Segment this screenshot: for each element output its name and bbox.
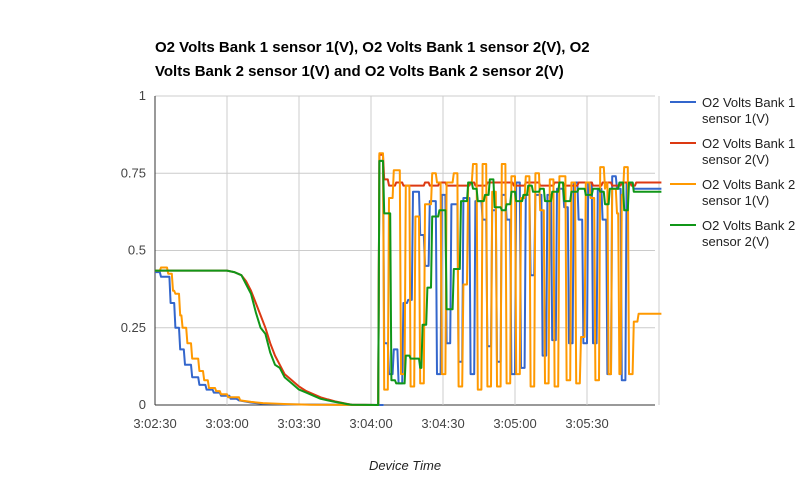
x-tick-label: 3:04:30 <box>421 416 464 431</box>
chart-title: O2 Volts Bank 1 sensor 1(V), O2 Volts Ba… <box>155 39 590 80</box>
x-tick-label: 3:05:30 <box>565 416 608 431</box>
x-axis-title: Device Time <box>369 458 441 473</box>
tick-labels: 0 0.25 0.5 0.75 1 3:02:30 3:03:00 3:03:30 3:04:0… <box>121 88 609 431</box>
y-tick-label: 0.25 <box>121 320 146 335</box>
legend-item-3[interactable]: O2 Volts Bank 2 sensor 1(V) <box>670 177 795 208</box>
x-tick-label: 3:03:30 <box>277 416 320 431</box>
x-tick-label: 3:03:00 <box>205 416 248 431</box>
series-line-4 <box>155 159 662 406</box>
y-tick-label: 0.75 <box>121 165 146 180</box>
y-tick-label: 0.5 <box>128 243 146 258</box>
x-tick-label: 3:05:00 <box>493 416 536 431</box>
series-line-3 <box>155 152 662 406</box>
y-tick-label: 0 <box>139 397 146 412</box>
plot-series <box>155 152 662 406</box>
legend-item-2[interactable]: O2 Volts Bank 1 sensor 2(V) <box>670 136 795 167</box>
legend-item-1[interactable]: O2 Volts Bank 1 sensor 1(V) <box>670 95 795 126</box>
x-tick-label: 3:02:30 <box>133 416 176 431</box>
legend-item-4[interactable]: O2 Volts Bank 2 sensor 2(V) <box>670 218 795 249</box>
legend[interactable]: O2 Volts Bank 1 sensor 1(V) O2 Volts Bank … <box>670 95 795 249</box>
legend-label: O2 Volts Bank 1 sensor 2(V) <box>702 136 795 167</box>
y-tick-label: 1 <box>139 88 146 103</box>
legend-label: O2 Volts Bank 1 sensor 1(V) <box>702 95 795 126</box>
x-tick-label: 3:04:00 <box>349 416 392 431</box>
legend-label: O2 Volts Bank 2 sensor 1(V) <box>702 177 795 208</box>
legend-label: O2 Volts Bank 2 sensor 2(V) <box>702 218 795 249</box>
series-line-2 <box>155 153 662 406</box>
